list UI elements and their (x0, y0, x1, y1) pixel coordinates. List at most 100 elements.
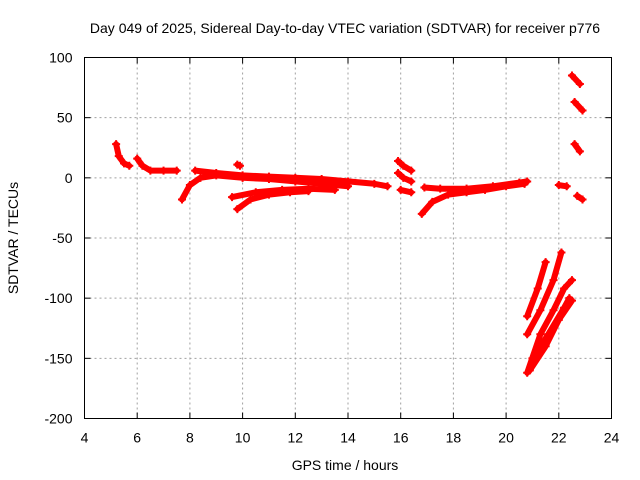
y-tick-label: 100 (49, 50, 73, 66)
x-tick-label: 20 (498, 430, 514, 446)
x-tick-label: 6 (133, 430, 141, 446)
series-line (529, 295, 573, 362)
data-point (578, 106, 587, 115)
data-point (560, 284, 569, 293)
data-point (177, 195, 186, 204)
x-tick-label: 24 (604, 430, 620, 446)
series-arc-15 (570, 98, 587, 115)
data-point (488, 182, 497, 191)
series-arc-9 (394, 169, 416, 186)
series-arc-20 (523, 276, 576, 377)
data-point (562, 182, 571, 191)
series-arc-16 (570, 140, 584, 156)
y-tick-label: -150 (44, 350, 72, 366)
series-arc-18 (523, 258, 550, 321)
data-point (235, 161, 244, 170)
data-point (575, 147, 584, 156)
data-point (523, 330, 532, 339)
data-point (567, 71, 576, 80)
x-tick-label: 16 (393, 430, 409, 446)
x-tick-label: 22 (551, 430, 567, 446)
data-point (573, 191, 582, 200)
data-point (528, 354, 537, 363)
data-point (525, 366, 534, 375)
data-point (533, 284, 542, 293)
data-point (407, 166, 416, 175)
data-point (536, 306, 545, 315)
data-point (575, 79, 584, 88)
x-tick-label: 14 (340, 430, 356, 446)
x-tick-label: 10 (235, 430, 251, 446)
data-point (417, 209, 426, 218)
data-point (536, 330, 545, 339)
data-point (264, 172, 273, 181)
data-point (428, 197, 437, 206)
series-arc-4 (191, 166, 392, 191)
x-tick-labels: 4 6 8 10 12 14 16 18 20 22 24 (81, 430, 620, 446)
data-point (549, 276, 558, 285)
data-point (114, 152, 123, 161)
x-tick-label: 18 (446, 430, 462, 446)
data-point (246, 195, 255, 204)
series-arc-22 (528, 294, 574, 363)
y-tick-label: -200 (44, 411, 72, 427)
data-point (317, 175, 326, 184)
y-tick-labels: 100 50 0 -50 -100 -150 -200 (44, 50, 72, 427)
data-point (264, 190, 273, 199)
data-point (557, 248, 566, 257)
y-tick-label: 50 (57, 110, 73, 126)
data-point (462, 184, 471, 193)
data-point (238, 171, 247, 180)
x-tick-label: 4 (81, 430, 89, 446)
data-point (407, 188, 416, 197)
data-point (436, 184, 445, 193)
series-arc-17 (573, 191, 587, 204)
data-point (304, 187, 313, 196)
series-arc-1 (112, 140, 134, 170)
series-line (524, 249, 565, 338)
x-axis-label: GPS time / hours (292, 457, 399, 473)
series-arc-14 (567, 71, 584, 88)
data-point (251, 188, 260, 197)
data-point (125, 161, 134, 170)
data-point (233, 205, 242, 214)
data-point (286, 188, 295, 197)
x-tick-label: 8 (186, 430, 194, 446)
series-arc-7 (233, 160, 244, 170)
data-point (172, 166, 181, 175)
data-point (523, 312, 532, 321)
data-point (515, 178, 524, 187)
series-line (113, 141, 133, 169)
data-point (567, 276, 576, 285)
data-point (420, 183, 429, 192)
data-point (549, 306, 558, 315)
data-point (133, 154, 142, 163)
series-line (569, 72, 583, 87)
grid (84, 57, 612, 419)
data-point (394, 169, 403, 178)
data-point (394, 156, 403, 165)
series-line (571, 99, 586, 114)
data-point (560, 303, 569, 312)
data-point (112, 140, 121, 149)
data-series (112, 71, 587, 377)
data-point (565, 294, 574, 303)
data-point (146, 166, 155, 175)
series-arc-2 (133, 154, 181, 175)
y-tick-label: -50 (52, 230, 72, 246)
y-axis-label: SDTVAR / TECUs (5, 182, 21, 294)
data-point (120, 159, 129, 168)
data-point (344, 177, 352, 186)
data-point (570, 140, 579, 149)
series-arc-12 (420, 177, 532, 193)
data-point (212, 169, 221, 178)
data-point (196, 173, 205, 182)
data-point (541, 258, 550, 267)
data-point (444, 190, 453, 199)
data-point (407, 177, 416, 186)
series-arc-19 (523, 248, 566, 339)
data-point (570, 98, 579, 107)
data-point (185, 181, 194, 190)
data-point (159, 166, 168, 175)
